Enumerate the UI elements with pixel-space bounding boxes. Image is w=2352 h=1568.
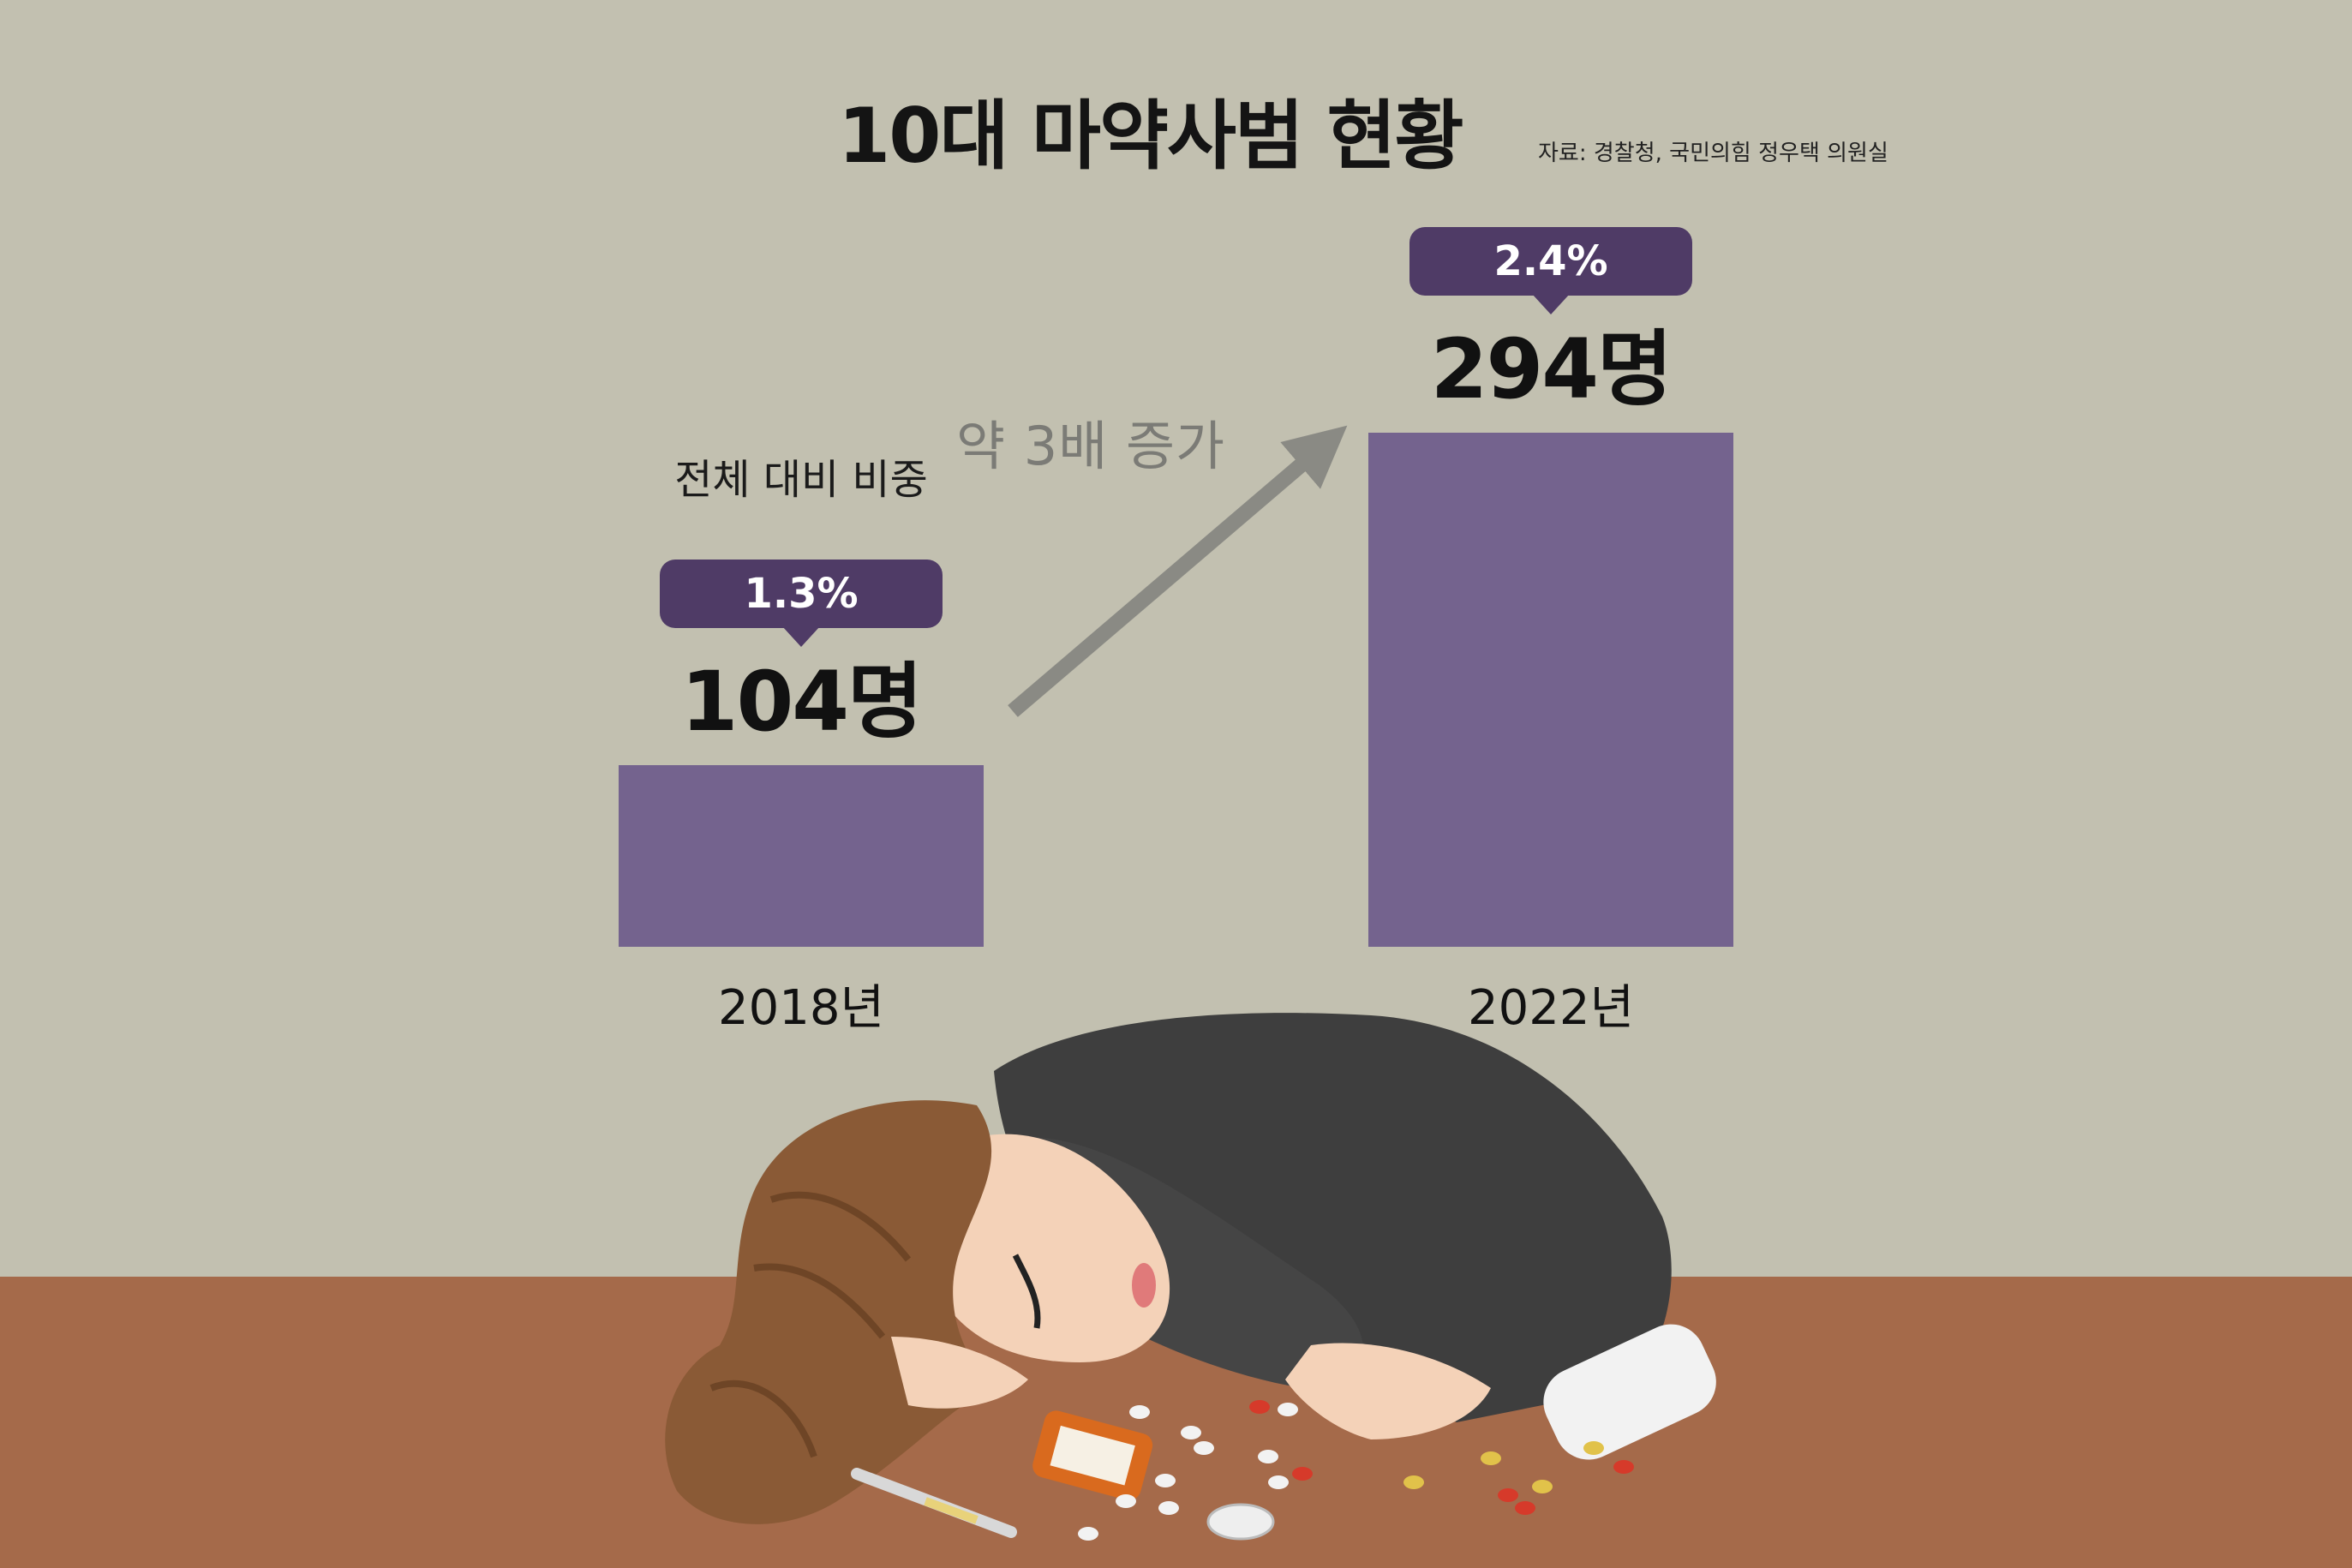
pill-icon <box>1532 1480 1553 1493</box>
pill-icon <box>1403 1475 1424 1489</box>
pill-icon <box>1268 1475 1289 1489</box>
bar-value-label: 294명 <box>1430 321 1673 417</box>
pill-icon <box>1129 1405 1150 1419</box>
pill-icon <box>1249 1400 1270 1414</box>
share-label: 전체 대비 비중 <box>674 456 928 504</box>
bar-value-label: 104명 <box>680 653 924 750</box>
pill-icon <box>1158 1501 1179 1515</box>
closed-eye-icon <box>1012 1254 1041 1329</box>
pill-icon <box>1194 1441 1214 1455</box>
hair-shape <box>665 1100 994 1524</box>
pill-icon <box>1278 1403 1298 1416</box>
face-shape <box>931 1134 1170 1362</box>
bar-0 <box>619 764 984 947</box>
pill-icon <box>1481 1451 1501 1465</box>
hand-right-shape <box>1285 1343 1491 1439</box>
orange-pill-bottle-icon <box>1032 1410 1153 1501</box>
share-bubble: 2.4% <box>1409 227 1692 314</box>
x-tick-label: 2018년 <box>717 980 885 1036</box>
sweater-shape <box>994 1013 1672 1422</box>
trend-arrow-icon <box>1008 425 1348 717</box>
pill-icon <box>1116 1494 1136 1508</box>
white-pill-bottle-icon <box>1543 1324 1716 1460</box>
pill-icon <box>1181 1426 1201 1439</box>
syringe-liquid <box>924 1497 979 1524</box>
pill-icon <box>1515 1501 1535 1515</box>
bottle-cap-icon <box>1206 1503 1275 1541</box>
hand-left-shape <box>891 1337 1028 1409</box>
lips-shape <box>1132 1263 1156 1308</box>
pill-icon <box>1583 1441 1604 1455</box>
share-bubble: 1.3% <box>660 559 943 647</box>
chart-title: 10대 마약사범 현황 <box>838 92 1463 180</box>
pill-icon <box>1258 1450 1278 1463</box>
pill-icon <box>1078 1527 1098 1541</box>
pill-icon <box>1155 1474 1176 1487</box>
x-tick-label: 2022년 <box>1467 980 1635 1036</box>
trend-label: 약 3배 증가 <box>956 415 1226 477</box>
bar-1 <box>1368 433 1733 947</box>
pill-icon <box>1292 1467 1313 1481</box>
source-note: 자료: 경찰청, 국민의힘 정우택 의원실 <box>1538 141 1888 166</box>
pill-icon <box>1613 1460 1634 1474</box>
hair-strands <box>709 1191 912 1458</box>
pill-icon <box>1498 1488 1518 1502</box>
